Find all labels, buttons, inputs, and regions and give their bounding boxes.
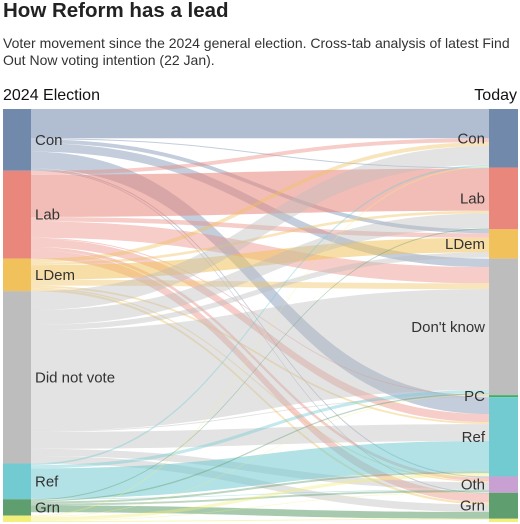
right-node-oth [489,476,518,493]
right-label-pc: PC [464,388,485,405]
flow-lab-to-lab [31,168,489,217]
left-node-grn [3,499,31,516]
left-label-did-not-vote: Did not vote [35,369,115,386]
flow-lab-to-con [31,138,489,175]
right-node-ref [489,397,518,477]
flow-grn-to-lab [31,228,489,501]
right-node-lab [489,167,518,230]
flow-con-to-oth [31,168,489,478]
right-label-ldem: LDem [445,236,485,253]
chart-title: How Reform has a lead [3,0,229,22]
left-node-con [3,109,31,171]
flow-lab-to-grn [31,250,489,503]
flow-other-to-oth [31,492,489,522]
right-label-don-t-know: Don't know [411,319,485,336]
left-node-other [3,515,31,522]
flow-did-not-vote-to-lab [31,213,489,325]
flow-con-to-grn [31,169,489,494]
right-node-grn [489,492,518,519]
flow-ldem-to-lab [31,210,489,266]
chart-subtitle: Voter movement since the 2024 general el… [3,35,510,68]
right-node-other [489,518,518,522]
flow-ldem-to-ref [31,285,489,425]
left-label-grn: Grn [35,499,60,516]
left-label-ref: Ref [35,473,59,490]
flow-other-to-con [31,166,489,517]
flow-ref-to-ref [31,441,489,499]
flow-lab-to-oth [31,246,489,482]
left-node-ref [3,463,31,500]
flow-con-to-ref [31,151,489,415]
left-label-ldem: LDem [35,267,75,284]
flow-con-to-lab [31,138,489,169]
flow-ref-to-don-t-know [31,389,489,469]
flow-ldem-to-con [31,142,489,263]
left-node-ldem [3,258,31,292]
left-label-con: Con [35,132,63,149]
flow-grn-to-oth [31,490,489,506]
left-column-title: 2024 Election [3,87,100,104]
flow-other-to-ref [31,473,489,521]
left-label-lab: Lab [35,207,60,224]
flow-layer [31,109,489,522]
right-label-ref: Ref [462,429,486,446]
flow-lab-to-ref [31,238,489,423]
flow-did-not-vote-to-ldem [31,252,489,331]
right-label-lab: Lab [460,190,485,207]
right-node-pc [489,395,518,398]
flow-did-not-vote-to-don-t-know [31,289,489,431]
flow-ldem-to-ldem [31,237,489,280]
flow-grn-to-don-t-know [31,393,489,502]
flow-did-not-vote-to-ref [31,424,489,449]
right-label-grn: Grn [460,498,485,515]
flow-lab-to-ldem [31,216,489,238]
flow-ldem-to-oth [31,287,489,483]
flow-ref-to-con [31,164,489,466]
flow-ref-to-oth [31,489,489,500]
right-label-con: Con [457,130,485,147]
flow-lab-to-pc [31,237,489,397]
left-node-did-not-vote [3,291,31,464]
flow-did-not-vote-to-pc [31,396,489,432]
flow-other-to-other [31,518,489,522]
label-layer: Con Lab LDem Did not vote Ref Grn Con Lab LDem Do… [35,130,486,516]
right-node-con [489,109,518,168]
flow-other-to-don-t-know [31,394,489,518]
flow-con-to-con [31,109,489,139]
right-column-title: Today [474,87,517,104]
flow-grn-to-grn [31,505,489,519]
left-node-lab [3,170,31,259]
right-node-ldem [489,229,518,259]
flow-did-not-vote-to-con [31,146,489,310]
flow-grn-to-ref [31,471,489,504]
right-node-don-t-know [489,258,518,396]
right-label-oth: Oth [461,477,485,494]
flow-ldem-to-grn [31,288,489,505]
flow-ldem-to-don-t-know [31,279,489,290]
node-layer [3,109,518,522]
